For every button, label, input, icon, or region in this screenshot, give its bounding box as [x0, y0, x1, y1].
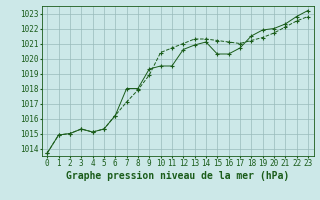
X-axis label: Graphe pression niveau de la mer (hPa): Graphe pression niveau de la mer (hPa) — [66, 171, 289, 181]
